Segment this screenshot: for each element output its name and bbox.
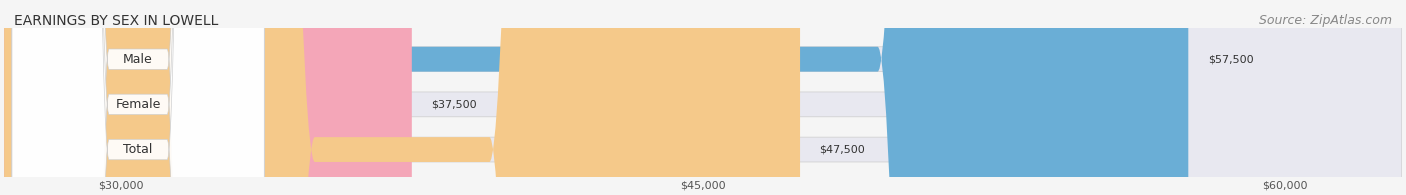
Text: EARNINGS BY SEX IN LOWELL: EARNINGS BY SEX IN LOWELL: [14, 14, 218, 28]
Text: Male: Male: [124, 53, 153, 66]
FancyBboxPatch shape: [4, 0, 1402, 195]
Text: $37,500: $37,500: [432, 99, 477, 109]
FancyBboxPatch shape: [11, 0, 264, 195]
Text: Female: Female: [115, 98, 160, 111]
FancyBboxPatch shape: [4, 0, 1402, 195]
Text: $57,500: $57,500: [1208, 54, 1253, 64]
FancyBboxPatch shape: [4, 0, 1402, 195]
FancyBboxPatch shape: [11, 0, 264, 195]
Text: $47,500: $47,500: [820, 144, 865, 155]
FancyBboxPatch shape: [11, 0, 264, 195]
Text: Source: ZipAtlas.com: Source: ZipAtlas.com: [1258, 14, 1392, 27]
FancyBboxPatch shape: [4, 0, 800, 195]
FancyBboxPatch shape: [4, 0, 412, 195]
Text: Total: Total: [124, 143, 153, 156]
FancyBboxPatch shape: [4, 0, 1188, 195]
